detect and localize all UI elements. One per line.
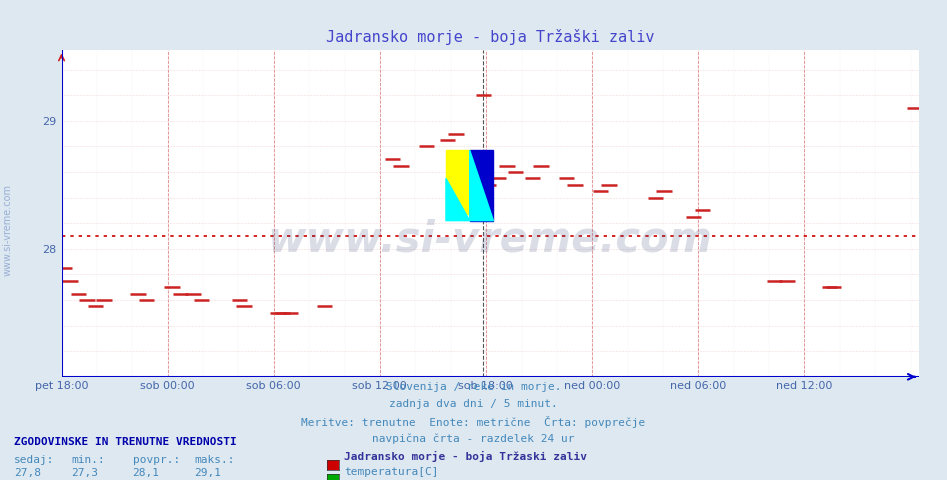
Text: Slovenija / reke in morje.: Slovenija / reke in morje. bbox=[385, 382, 562, 392]
Text: www.si-vreme.com: www.si-vreme.com bbox=[3, 184, 12, 276]
Text: povpr.:: povpr.: bbox=[133, 455, 180, 465]
Text: 29,1: 29,1 bbox=[194, 468, 222, 478]
Text: ZGODOVINSKE IN TRENUTNE VREDNOSTI: ZGODOVINSKE IN TRENUTNE VREDNOSTI bbox=[14, 437, 237, 447]
Text: 27,3: 27,3 bbox=[71, 468, 98, 478]
Text: maks.:: maks.: bbox=[194, 455, 235, 465]
Polygon shape bbox=[470, 150, 493, 221]
Text: zadnja dva dni / 5 minut.: zadnja dva dni / 5 minut. bbox=[389, 399, 558, 409]
Text: temperatura[C]: temperatura[C] bbox=[344, 467, 438, 477]
Text: sedaj:: sedaj: bbox=[14, 455, 55, 465]
Text: 28,1: 28,1 bbox=[133, 468, 160, 478]
Bar bbox=[446, 150, 470, 214]
Text: 27,8: 27,8 bbox=[14, 468, 42, 478]
Polygon shape bbox=[446, 179, 470, 221]
Title: Jadransko morje - boja Tržaški zaliv: Jadransko morje - boja Tržaški zaliv bbox=[326, 29, 654, 45]
Text: min.:: min.: bbox=[71, 455, 105, 465]
Text: navpična črta - razdelek 24 ur: navpična črta - razdelek 24 ur bbox=[372, 433, 575, 444]
Text: Meritve: trenutne  Enote: metrične  Črta: povprečje: Meritve: trenutne Enote: metrične Črta: … bbox=[301, 416, 646, 428]
Text: Jadransko morje - boja Tržaski zaliv: Jadransko morje - boja Tržaski zaliv bbox=[344, 451, 587, 462]
Bar bbox=[470, 150, 493, 221]
Text: www.si-vreme.com: www.si-vreme.com bbox=[268, 219, 712, 261]
